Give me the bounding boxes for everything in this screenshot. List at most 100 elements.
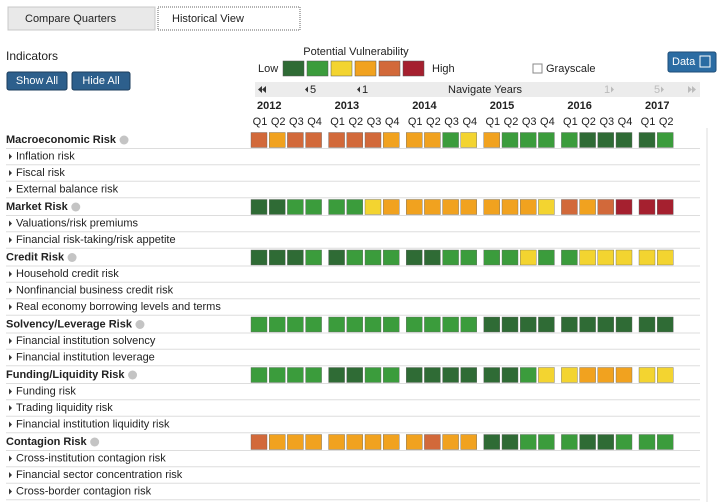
heat-cell [383,367,400,383]
button-label: Show All [16,75,58,87]
nav-fwd5[interactable] [661,86,664,93]
hide-all-button[interactable] [71,71,131,91]
heat-cell [383,132,400,148]
help-icon [90,437,100,447]
nav-first[interactable] [258,86,266,93]
heat-cell [269,199,286,215]
heat-cell [287,316,304,333]
expand-arrow [9,237,12,243]
sub-indicator: Cross-border contagion risk [16,485,152,497]
heat-cell [269,367,286,383]
heat-cell [638,367,656,383]
heat-cell [638,132,656,148]
heat-cell [561,199,578,215]
heat-cell [305,249,322,266]
nav-back5[interactable] [305,86,308,93]
nav-fwd5-label[interactable]: 5 [654,84,660,96]
quarter-label: Q2 [504,116,519,128]
heat-cell [483,434,500,450]
heat-cell [269,316,286,333]
tab[interactable] [7,6,156,31]
legend-swatch [402,60,425,77]
expand-arrow [9,472,12,478]
heat-cell [460,199,477,215]
heat-cell [442,199,459,215]
nav-fwd1[interactable] [611,86,614,93]
quarter-label: Q3 [522,116,537,128]
heat-cell [250,249,268,266]
quarter-label: Q1 [253,116,268,128]
quarter-label: Q4 [618,116,633,128]
heat-cell [460,434,477,450]
heat-cell [269,249,286,266]
quarter-label: Q2 [271,116,286,128]
help-icon [128,370,138,380]
help-icon [119,135,129,145]
heat-cell [460,316,477,333]
heat-cell [538,199,555,215]
heat-cell [460,132,477,148]
heat-cell [364,434,382,450]
year-label: 2014 [412,100,437,112]
heat-cell [287,434,304,450]
sub-indicator: Fiscal risk [16,167,65,179]
heat-cell [305,132,322,148]
heat-cell [442,316,459,333]
help-icon [67,253,77,262]
heat-cell [406,199,423,215]
expand-arrow [9,186,12,193]
tab-active[interactable] [157,6,301,31]
heat-cell [406,367,423,383]
heat-cell [406,434,423,450]
show-all-button[interactable] [6,71,68,91]
quarter-label: Q2 [426,116,441,128]
heat-cell [269,434,286,450]
nav-fwd1-label[interactable]: 1 [604,84,610,96]
tab-label: Compare Quarters [25,13,117,25]
nav-last[interactable] [688,86,696,93]
heat-cell [364,249,382,266]
heat-cell [538,434,555,450]
legend-swatch [354,60,377,77]
nav-title: Navigate Years [448,84,522,96]
heat-cell [483,199,500,215]
quarter-label: Q1 [485,116,500,128]
quarter-label: Q1 [330,116,345,128]
heat-cell [346,249,363,266]
heat-cell [328,367,345,383]
expand-arrow [9,405,12,411]
heat-cell [424,249,441,266]
heat-cell [383,249,400,266]
sub-indicator: Household credit risk [16,268,119,280]
heat-cell [538,367,555,383]
year-label: 2012 [257,100,281,112]
nav-back1[interactable] [357,86,360,93]
heat-cell [328,434,345,450]
sub-indicator: External balance risk [16,183,119,195]
heat-cell [383,316,400,333]
heat-cell [483,132,500,148]
tab-label: Historical View [172,13,244,25]
grayscale-label: Grayscale [546,63,596,75]
data-button-label: Data [672,56,696,68]
heat-cell [501,367,519,383]
grayscale-checkbox[interactable] [532,63,543,74]
heat-cell [597,132,614,148]
quarter-label: Q3 [599,116,614,128]
nav-back1-label[interactable]: 1 [362,84,368,96]
heat-cell [364,316,382,333]
heat-cell [657,434,674,450]
heat-cell [442,249,459,266]
quarter-label: Q3 [444,116,459,128]
sub-indicator: Real economy borrowing levels and terms [16,301,221,313]
heat-cell [579,316,596,333]
heat-cell [520,132,537,148]
heat-cell [305,367,322,383]
expand-arrow [9,287,12,294]
heat-cell [328,132,345,148]
heat-cell [383,434,400,450]
heat-cell [615,434,633,450]
heat-cell [364,367,382,383]
nav-back5-label[interactable]: 5 [310,84,316,96]
